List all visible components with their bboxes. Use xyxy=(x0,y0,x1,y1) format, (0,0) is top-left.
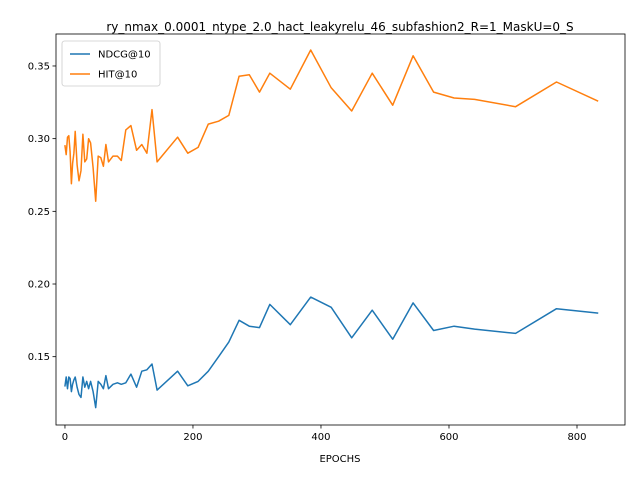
x-tick-label: 400 xyxy=(311,432,330,443)
y-tick-label: 0.25 xyxy=(28,207,50,218)
chart-title: ry_nmax_0.0001_ntype_2.0_hact_leakyrelu_… xyxy=(106,20,573,34)
y-tick-label: 0.35 xyxy=(28,61,50,72)
y-axis-ticks: 0.15 0.20 0.25 0.30 0.35 xyxy=(28,61,56,363)
x-tick-label: 800 xyxy=(567,432,586,443)
y-tick-label: 0.15 xyxy=(28,352,50,363)
legend-label-1: HIT@10 xyxy=(98,70,137,81)
x-tick-label: 200 xyxy=(183,432,202,443)
x-tick-label: 600 xyxy=(439,432,458,443)
series-line-1 xyxy=(64,49,599,202)
legend: NDCG@10 HIT@10 xyxy=(61,40,161,87)
plot-area xyxy=(55,33,626,426)
x-axis-ticks: 0 200 400 600 800 xyxy=(62,425,587,443)
x-axis-label: EPOCHS xyxy=(319,454,360,465)
x-tick-label: 0 xyxy=(62,432,68,443)
y-tick-label: 0.20 xyxy=(28,280,50,291)
legend-label-0: NDCG@10 xyxy=(98,50,151,61)
axes-frame xyxy=(55,33,626,426)
series-line-0 xyxy=(64,296,599,409)
y-tick-label: 0.30 xyxy=(28,134,50,145)
